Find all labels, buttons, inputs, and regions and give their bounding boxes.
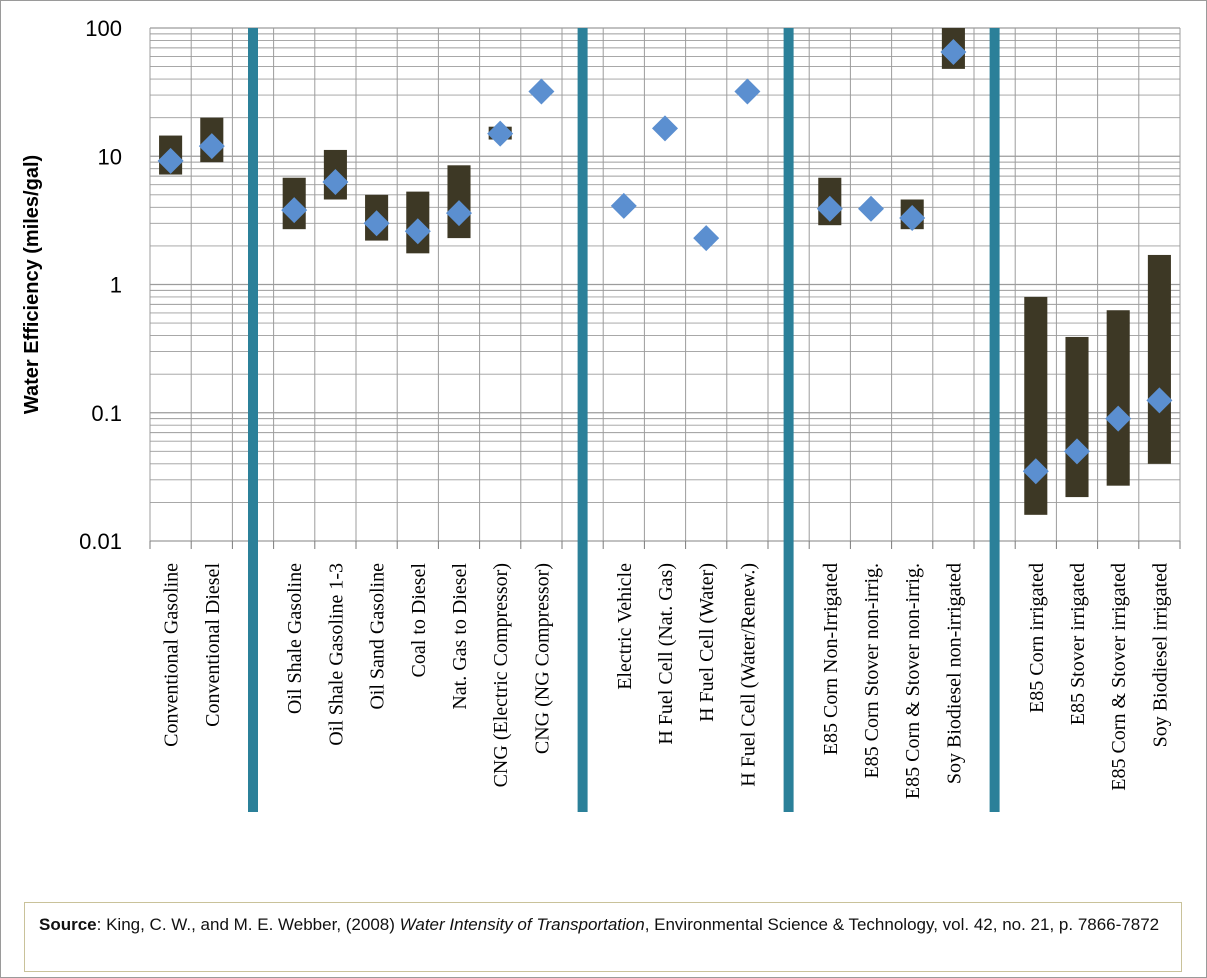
- category-label: Electric Vehicle: [614, 563, 636, 690]
- value-marker: [734, 78, 761, 105]
- value-marker: [693, 225, 720, 252]
- range-bar: [1065, 336, 1089, 498]
- value-marker: [157, 147, 184, 174]
- category-label: E85 Corn irrigated: [1026, 563, 1048, 713]
- category-label: Nat. Gas to Diesel: [449, 563, 471, 710]
- value-markers: [157, 38, 1173, 485]
- group-divider: [248, 28, 258, 812]
- group-dividers: [248, 28, 1000, 812]
- category-label: H Fuel Cell (Nat. Gas): [655, 563, 677, 745]
- category-label: Oil Sand Gasoline: [367, 563, 389, 710]
- category-label: E85 Corn & Stover non-irrig.: [902, 563, 924, 799]
- group-divider: [989, 28, 1000, 812]
- value-marker: [940, 38, 967, 65]
- value-marker: [610, 192, 637, 219]
- group-divider: [783, 28, 794, 812]
- y-axis-ticks: 100 10 1 0.1 0.01: [79, 16, 122, 554]
- category-label: E85 Corn Stover non-irrig.: [861, 563, 883, 779]
- value-marker: [1146, 387, 1173, 414]
- category-label: CNG (NG Compressor): [531, 563, 553, 754]
- category-label: CNG (Electric Compressor): [490, 563, 512, 787]
- value-marker: [652, 115, 678, 142]
- value-marker: [1105, 405, 1132, 432]
- source-citation: Source: King, C. W., and M. E. Webber, (…: [24, 902, 1182, 972]
- value-marker: [816, 195, 843, 222]
- category-label: Coal to Diesel: [408, 563, 430, 678]
- category-label: H Fuel Cell (Water): [696, 563, 718, 722]
- category-label: E85 Corn & Stover irrigated: [1108, 563, 1130, 791]
- range-bar: [1147, 254, 1171, 464]
- category-label: Oil Shale Gasoline 1-3: [325, 563, 347, 746]
- y-axis-label: Water Efficiency (miles/gal): [21, 155, 43, 414]
- value-marker: [858, 195, 884, 222]
- source-text-after: , Environmental Science & Technology, vo…: [644, 915, 1160, 934]
- category-label: Conventional Gasoline: [161, 563, 183, 747]
- source-label: Source: [39, 915, 97, 934]
- category-labels: Conventional Gasoline Conventional Diesel…: [161, 563, 1172, 800]
- gridlines: [149, 27, 1181, 549]
- value-marker: [363, 210, 390, 237]
- value-marker: [899, 205, 926, 232]
- category-label: Soy Biodiesel non-irrigated: [943, 563, 965, 784]
- category-label: E85 Corn Non-Irrigated: [820, 563, 842, 755]
- category-label: H Fuel Cell (Water/Renew.): [737, 563, 759, 787]
- y-tick-label: 0.1: [91, 401, 122, 426]
- value-marker: [1022, 458, 1049, 485]
- value-marker: [487, 120, 514, 147]
- range-bar: [1024, 296, 1048, 515]
- category-label: Conventional Diesel: [202, 563, 224, 727]
- y-tick-label: 10: [98, 144, 122, 169]
- range-bars: [159, 28, 1171, 515]
- category-label: Soy Biodiesel irrigated: [1149, 563, 1171, 747]
- y-tick-label: 0.01: [79, 529, 122, 554]
- y-tick-label: 100: [85, 16, 122, 41]
- y-tick-label: 1: [110, 273, 122, 298]
- source-text-before: : King, C. W., and M. E. Webber, (2008): [96, 915, 400, 934]
- category-label: Oil Shale Gasoline: [284, 563, 306, 714]
- value-marker: [404, 218, 431, 245]
- value-marker: [1064, 438, 1090, 465]
- value-marker: [322, 168, 349, 195]
- value-marker: [281, 197, 308, 224]
- value-marker: [446, 200, 472, 227]
- source-title: Water Intensity of Transportation: [399, 915, 645, 934]
- category-label: E85 Stover irrigated: [1067, 563, 1089, 725]
- group-divider: [577, 28, 588, 812]
- value-marker: [198, 133, 225, 160]
- range-bar: [1106, 310, 1130, 486]
- value-marker: [528, 78, 555, 105]
